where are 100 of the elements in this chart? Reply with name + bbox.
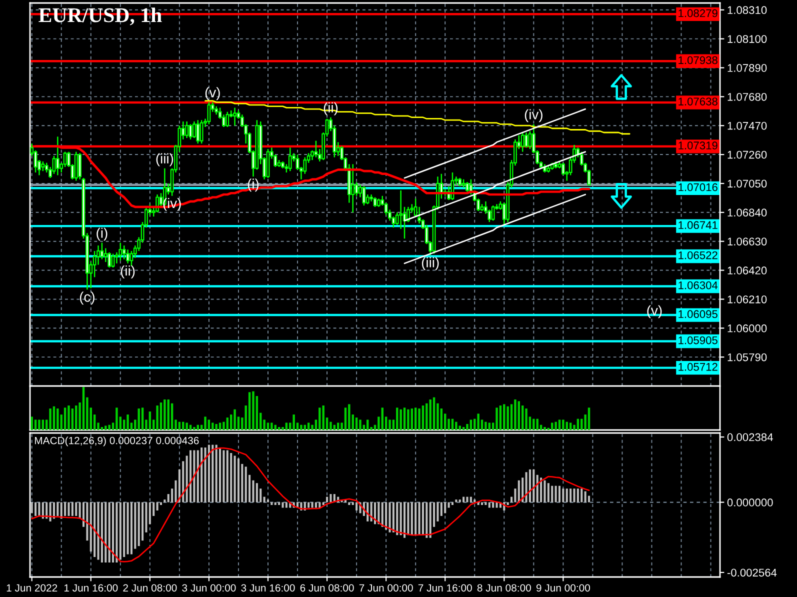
ref-line-label: 1.05905 bbox=[678, 336, 718, 344]
bar bbox=[588, 408, 590, 430]
bar bbox=[292, 414, 295, 430]
candlestick bbox=[466, 181, 469, 192]
x-tick-label: 9 Jun 00:00 bbox=[536, 584, 590, 592]
x-tick-label: 3 Jun 16:00 bbox=[241, 584, 295, 592]
bar bbox=[396, 408, 398, 430]
chart-title: MACD(12,26,9) 0.000237 0.000436 bbox=[34, 436, 199, 446]
bar bbox=[330, 494, 332, 502]
bar bbox=[49, 408, 52, 430]
bar bbox=[514, 488, 516, 502]
y-tick-label: 1.05790 bbox=[728, 353, 767, 362]
candlestick bbox=[196, 119, 200, 144]
bar bbox=[314, 502, 317, 508]
bar bbox=[100, 502, 103, 562]
bar bbox=[160, 402, 162, 430]
y-tick-label: 1.06420 bbox=[728, 266, 767, 274]
bar bbox=[222, 450, 225, 502]
bar bbox=[200, 448, 203, 502]
bar bbox=[219, 448, 222, 502]
x-tick-label: 6 Jun 08:00 bbox=[300, 584, 354, 592]
candlestick bbox=[314, 140, 318, 158]
bar bbox=[141, 408, 144, 430]
bar bbox=[116, 502, 118, 562]
bar bbox=[42, 420, 44, 430]
bar bbox=[30, 416, 33, 430]
bar bbox=[388, 502, 391, 532]
ref-line-label: 1.08279 bbox=[678, 9, 718, 18]
bar bbox=[569, 422, 572, 430]
bar bbox=[480, 502, 484, 505]
line-series bbox=[404, 108, 586, 179]
line-series bbox=[204, 100, 630, 135]
bar bbox=[407, 409, 410, 430]
y-tick-label: 1.08310 bbox=[728, 6, 767, 14]
bar bbox=[204, 448, 206, 502]
x-tick-label: 7 Jun 00:00 bbox=[359, 584, 413, 592]
y-tick-label: 1.07890 bbox=[728, 64, 767, 72]
bar bbox=[348, 502, 350, 505]
bar bbox=[112, 502, 114, 562]
bar bbox=[580, 488, 583, 502]
bar bbox=[86, 502, 88, 541]
bar bbox=[215, 424, 218, 430]
bar bbox=[536, 418, 538, 430]
text: (ii) bbox=[120, 265, 135, 278]
bar bbox=[407, 502, 410, 536]
x-tick-label: 2 Jun 08:00 bbox=[123, 584, 177, 592]
bar bbox=[282, 502, 284, 508]
bar bbox=[193, 450, 196, 502]
bar bbox=[156, 405, 158, 430]
bar bbox=[522, 478, 524, 502]
bar bbox=[418, 502, 420, 536]
candlestick bbox=[491, 204, 495, 222]
candlestick bbox=[104, 248, 108, 263]
bar bbox=[410, 502, 413, 536]
bar bbox=[252, 391, 254, 430]
bar bbox=[97, 502, 100, 560]
y-tick-label: 1.06630 bbox=[728, 238, 767, 246]
bar bbox=[525, 472, 528, 502]
bar bbox=[558, 486, 561, 502]
bar bbox=[455, 422, 458, 430]
candlestick bbox=[108, 252, 112, 268]
bar bbox=[544, 480, 546, 502]
bar bbox=[503, 404, 506, 430]
x-tick-label: 1 Jun 16:00 bbox=[64, 584, 118, 592]
bar bbox=[56, 408, 59, 430]
bar bbox=[544, 426, 546, 430]
y-tick-label: 1.08100 bbox=[728, 35, 767, 43]
bar bbox=[282, 426, 284, 430]
bar bbox=[518, 480, 520, 502]
bar bbox=[458, 426, 461, 430]
bar bbox=[588, 496, 590, 502]
bar bbox=[38, 502, 40, 516]
bar bbox=[448, 502, 450, 508]
ref-line-label: 1.07016 bbox=[678, 183, 718, 192]
y-tick-label: -0.002564 bbox=[727, 568, 777, 577]
candlestick bbox=[399, 190, 403, 230]
bar bbox=[540, 478, 542, 502]
bar bbox=[570, 488, 572, 502]
bar bbox=[308, 502, 310, 508]
candlestick bbox=[373, 196, 377, 208]
bar bbox=[204, 416, 206, 430]
bar bbox=[138, 408, 140, 430]
bar bbox=[270, 422, 273, 430]
bar bbox=[164, 399, 166, 430]
candlestick bbox=[528, 130, 532, 150]
bar bbox=[215, 444, 218, 502]
bar bbox=[422, 502, 424, 536]
text: (i) bbox=[96, 228, 108, 241]
bar bbox=[64, 408, 66, 430]
bar bbox=[455, 500, 458, 502]
bar bbox=[388, 420, 391, 430]
bar bbox=[170, 403, 174, 430]
bar bbox=[270, 502, 273, 505]
bar bbox=[462, 496, 465, 502]
bar bbox=[396, 502, 398, 536]
bar bbox=[322, 405, 324, 430]
bar bbox=[466, 424, 468, 430]
candlestick bbox=[74, 151, 78, 182]
bar bbox=[212, 444, 214, 502]
bar bbox=[432, 397, 436, 430]
